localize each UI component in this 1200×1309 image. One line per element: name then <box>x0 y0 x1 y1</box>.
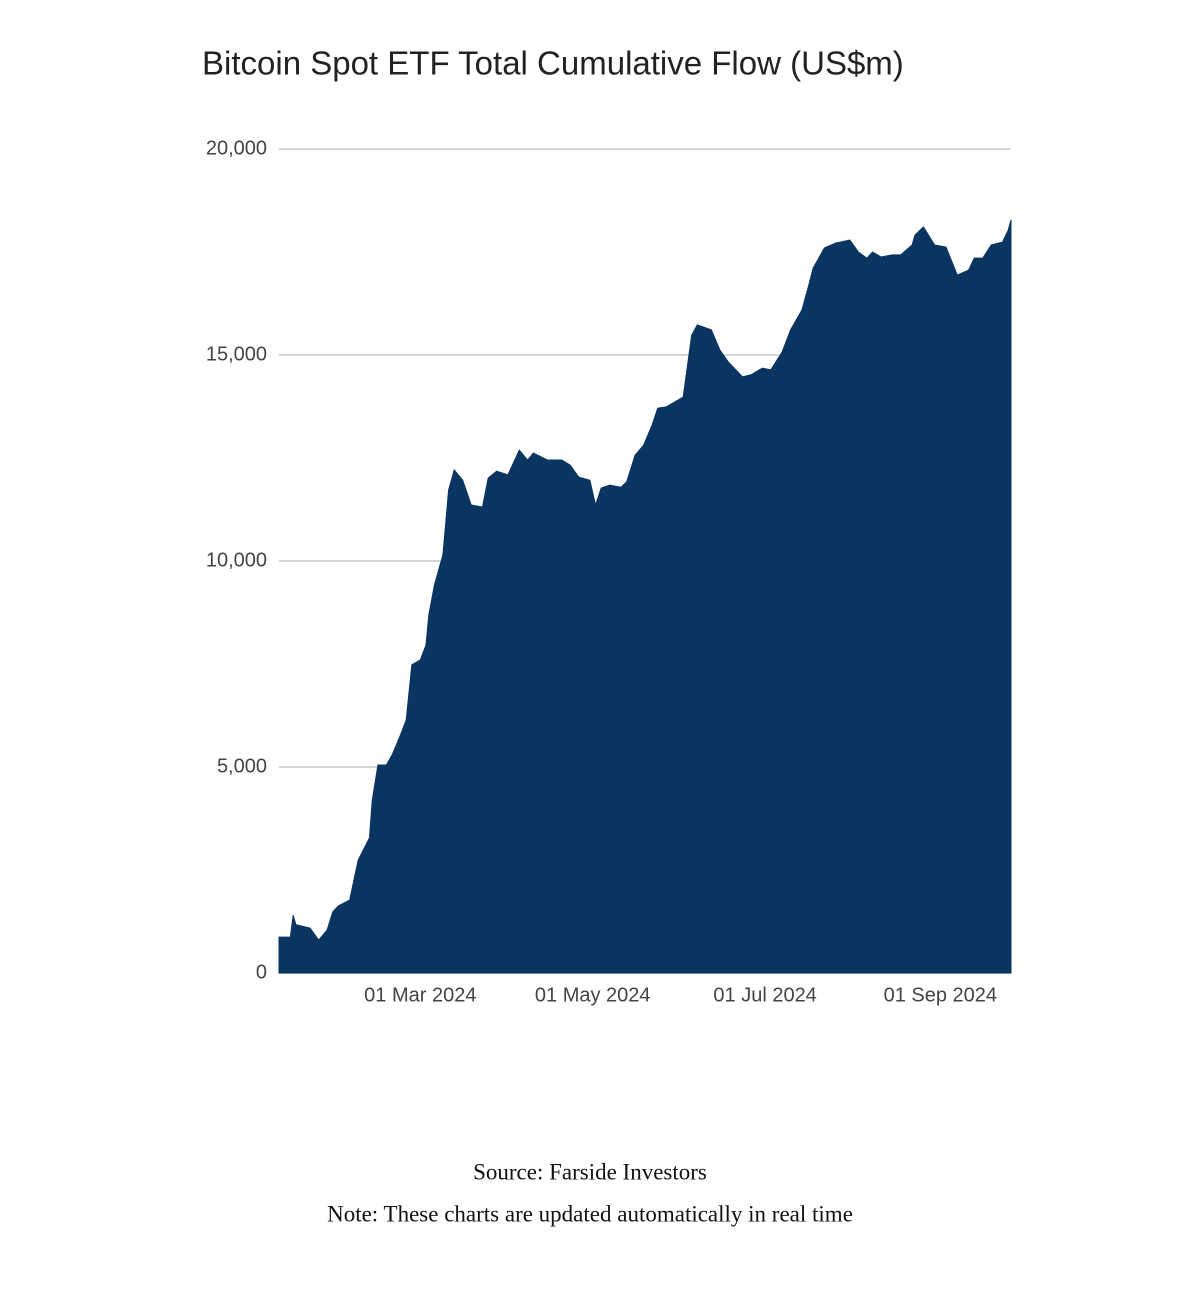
x-tick-label: 01 May 2024 <box>535 984 651 1006</box>
x-tick-label: 01 Sep 2024 <box>884 984 997 1006</box>
x-tick-label: 01 Jul 2024 <box>713 984 816 1006</box>
y-tick-label: 20,000 <box>206 137 267 159</box>
update-note: Note: These charts are updated automatic… <box>327 1201 853 1226</box>
area <box>278 219 1012 974</box>
y-tick-label: 0 <box>256 961 267 983</box>
source-note: Source: Farside Investors <box>473 1159 707 1184</box>
y-tick-label: 5,000 <box>217 755 267 777</box>
y-tick-label: 15,000 <box>206 343 267 365</box>
chart-title: Bitcoin Spot ETF Total Cumulative Flow (… <box>202 45 904 82</box>
y-tick-label: 10,000 <box>206 549 267 571</box>
x-tick-label: 01 Mar 2024 <box>364 984 476 1006</box>
